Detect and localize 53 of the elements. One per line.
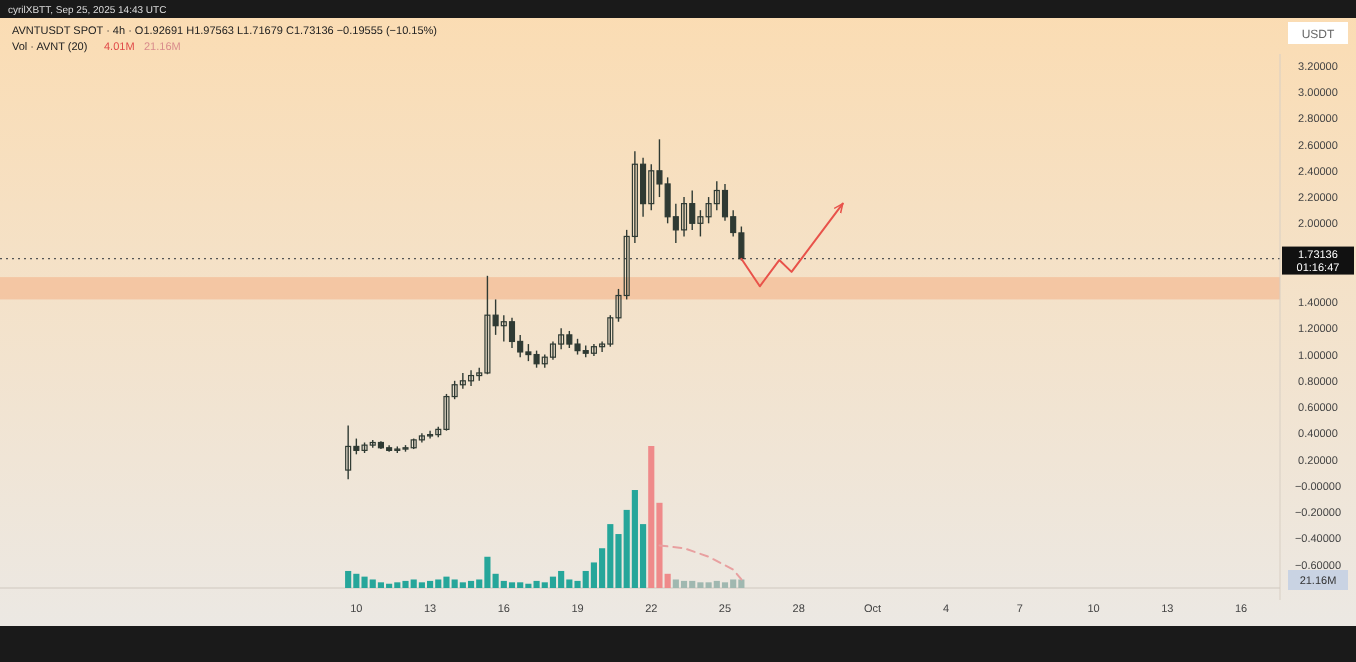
bar (672, 579, 679, 588)
bar (353, 573, 360, 588)
bar (345, 570, 352, 588)
candlestick (705, 196, 712, 225)
bar (533, 580, 540, 588)
candlestick (664, 176, 671, 225)
bar (713, 580, 720, 588)
bar (607, 524, 614, 588)
bar (410, 579, 417, 588)
candlestick (467, 369, 475, 387)
candlestick (689, 189, 696, 231)
bar (697, 582, 704, 588)
bar (484, 556, 491, 588)
bar (566, 579, 573, 588)
bar (730, 579, 737, 588)
bar (705, 582, 712, 588)
bar (467, 580, 475, 588)
bar (459, 582, 466, 588)
bar (427, 580, 434, 588)
bar (369, 579, 376, 588)
bar (517, 582, 524, 588)
bar (508, 582, 516, 588)
bar (558, 570, 565, 588)
bar (418, 582, 425, 588)
bar (394, 582, 401, 588)
candlestick (697, 209, 704, 238)
bar (648, 446, 655, 588)
candlestick (558, 327, 565, 351)
candlestick (508, 317, 516, 349)
bar (500, 580, 507, 588)
candlestick (680, 196, 688, 238)
candlestick (648, 163, 655, 211)
candlestick (549, 340, 557, 361)
bar (435, 579, 442, 588)
candlestick (427, 429, 434, 440)
candlestick (345, 424, 352, 480)
candlestick (590, 343, 597, 357)
candlestick (484, 275, 491, 375)
bar (549, 576, 557, 588)
bar (541, 582, 548, 588)
bar (738, 579, 745, 588)
bar (582, 570, 589, 588)
bar (721, 582, 729, 588)
bar (443, 576, 450, 588)
bar (451, 579, 458, 588)
bar (631, 490, 638, 588)
bar (689, 580, 696, 588)
bar (361, 576, 368, 588)
bar (402, 580, 409, 588)
candlestick (418, 432, 425, 444)
bar (377, 582, 384, 588)
candlestick (713, 180, 720, 211)
bar (680, 580, 688, 588)
